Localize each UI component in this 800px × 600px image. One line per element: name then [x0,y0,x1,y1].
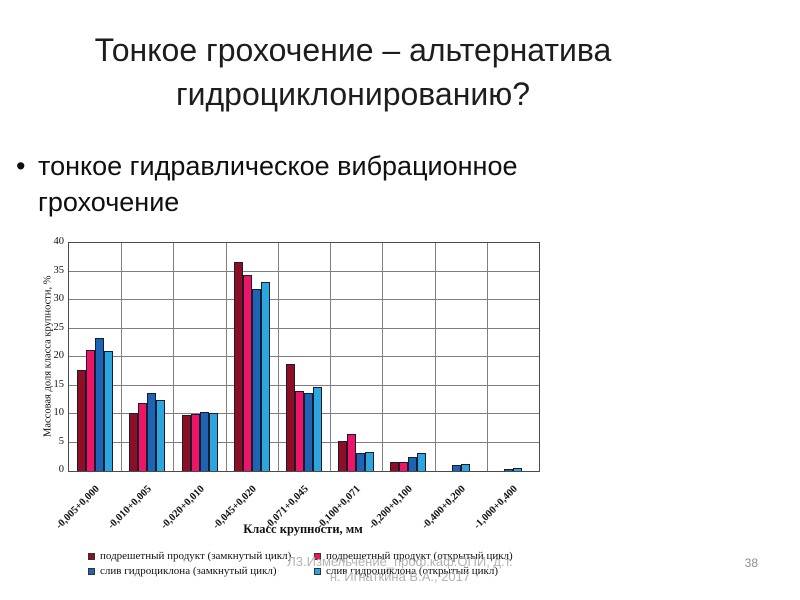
legend-swatch [88,552,95,560]
y-tick-label: 0 [58,464,64,475]
chart-legend: подрешетный продукт (замкнутый цикл) подр… [88,550,513,577]
bar-group [330,433,382,471]
page-number: 38 [744,556,758,570]
gridline-vertical [382,243,384,471]
gridline-vertical [434,243,436,471]
y-tick-label: 10 [53,407,65,418]
bar-group [278,363,330,471]
footer-credit-line2: н. Игнаткина В.А., 2017 [329,569,471,584]
legend-label: подрешетный продукт (замкнутый цикл) [100,550,292,562]
legend-swatch [88,567,95,575]
y-tick-label: 35 [53,264,65,276]
legend-swatch [314,552,321,560]
bar [512,468,522,471]
bullet-item: • тонкое гидравлическое вибрационное гро… [16,148,598,220]
bar [356,453,366,471]
legend-item: подрешетный продукт (замкнутый цикл) [88,550,304,562]
bar [503,468,513,471]
bar [285,363,295,471]
gridline-horizontal [69,356,539,357]
bar-group [121,393,173,471]
gridline-vertical [486,243,488,471]
slide-title-line2: гидроциклонированию? [175,76,531,112]
bar [104,350,114,471]
gridline-horizontal [69,270,539,272]
y-tick-label: 25 [53,321,65,333]
legend-item: слив гидроциклона (замкнутый цикл) [88,565,304,577]
y-tick-label: 20 [53,350,65,361]
slide-title-line1: Тонкое грохочение – альтернатива [94,32,612,68]
legend-swatch [314,567,321,575]
bar [303,393,313,471]
legend-item: слив гидроциклона (открытый цикл) [314,565,513,577]
bar [199,411,209,471]
bar [417,452,427,471]
legend-label: подрешетный продукт (открытый цикл) [326,550,513,562]
bar [460,464,470,471]
y-tick-label: 40 [53,236,65,247]
bar-chart: Массовая доля класса крупности, % 0 5 10 15… [40,230,555,598]
gridline-vertical [173,243,175,471]
gridline-vertical [330,243,332,471]
gridline-horizontal [69,299,539,300]
bar [260,282,270,471]
bar [251,288,261,471]
bar [129,412,139,471]
bar [147,393,157,471]
y-tick-label: 30 [53,293,65,304]
gridline-horizontal [69,327,539,329]
bar-group [435,464,487,471]
chart-plot-area [68,242,540,472]
bar [312,387,322,471]
bar [181,414,191,471]
legend-label: слив гидроциклона (открытый цикл) [326,565,498,577]
bar-group [173,411,225,471]
bar [95,337,105,471]
footer-credit: Л3.Измельчение_проф.каф.ОПИ, д.т. н. Игн… [0,554,800,584]
bar [451,465,461,471]
gridline-vertical [277,243,279,471]
legend-label: слив гидроциклона (замкнутый цикл) [100,565,277,577]
bar [347,433,357,471]
bullet-marker: • [16,151,26,181]
bar [399,461,409,471]
bar [338,441,348,471]
bar [294,391,304,471]
bar [208,412,218,471]
bar [242,274,252,471]
bar [156,400,166,471]
y-tick-label: 5 [58,435,64,447]
slide-title: Тонкое грохочение – альтернатива гидроци… [0,28,706,116]
footer-credit-line1: Л3.Измельчение_проф.каф.ОПИ, д.т. [287,554,513,569]
bullet-text: тонкое гидравлическое вибрационное грохо… [38,151,518,217]
gridline-horizontal [69,384,539,386]
bar [190,414,200,471]
bar [138,402,148,471]
y-tick-label: 15 [53,378,65,390]
bar [390,462,400,471]
bar [365,452,375,471]
bar-group [487,468,539,471]
bar-group [382,452,434,471]
bar [408,456,418,471]
bar-group [69,337,121,471]
bar [233,261,243,471]
bar-group [226,261,278,471]
bar [77,370,87,471]
bar [86,349,96,471]
gridline-vertical [121,243,123,471]
gridline-vertical [225,243,227,471]
legend-item: подрешетный продукт (открытый цикл) [314,550,513,562]
x-axis-title: Класс крупности, мм [243,522,363,536]
